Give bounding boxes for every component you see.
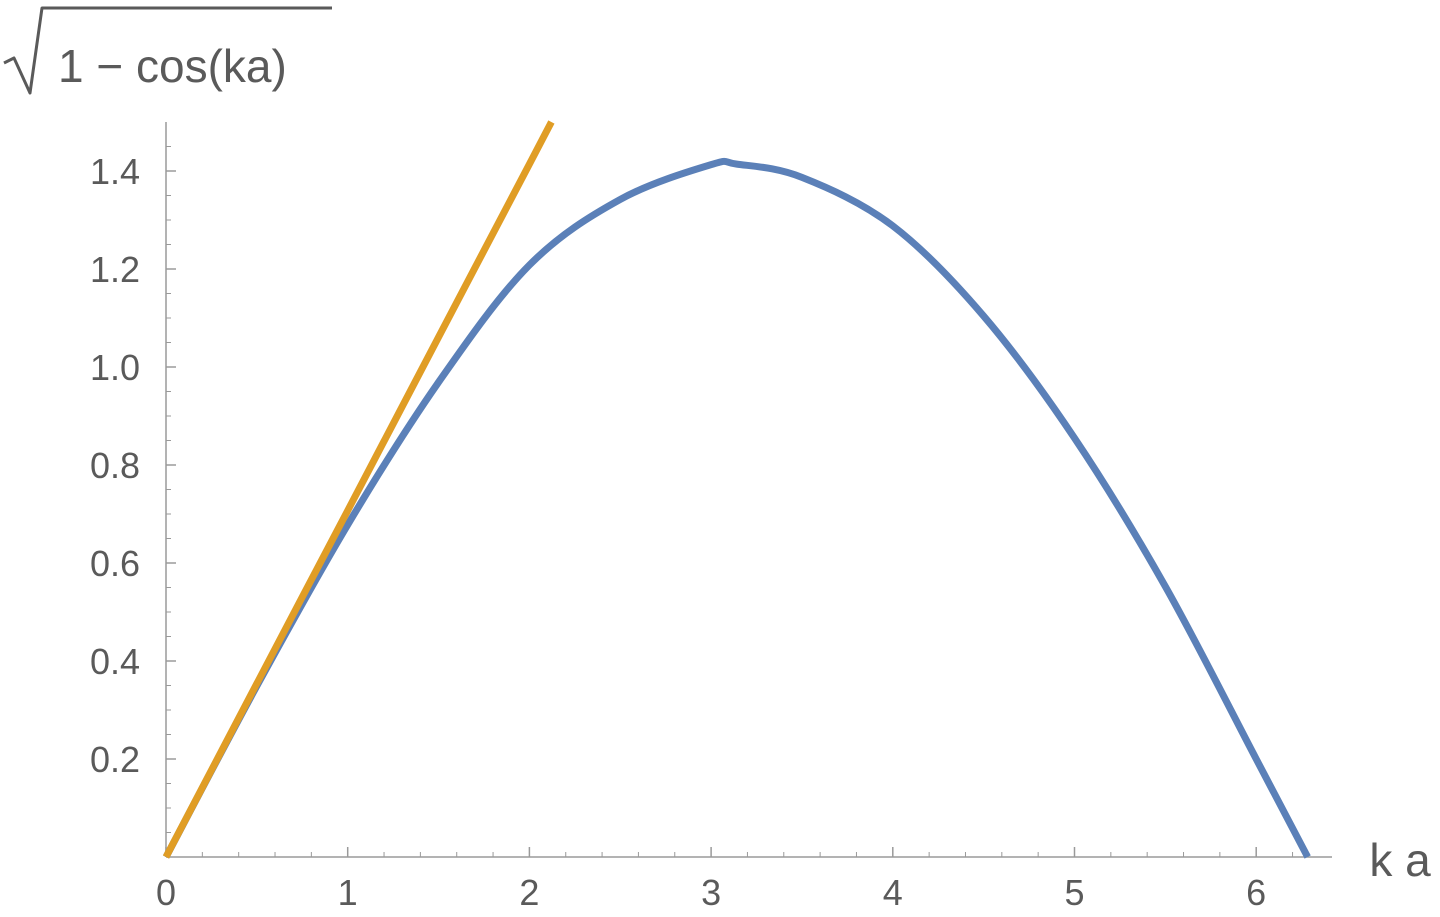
x-tick-label: 2 xyxy=(519,872,539,913)
x-axis-label: k a xyxy=(1369,834,1431,886)
y-tick-label: 1.4 xyxy=(90,151,140,192)
y-axis-label-radicand: 1 − cos(ka) xyxy=(58,40,287,92)
y-tick-label: 1.0 xyxy=(90,347,140,388)
labels: k a 1 − cos(ka) xyxy=(3,6,1431,886)
y-tick-label: 0.6 xyxy=(90,543,140,584)
x-tick-label: 6 xyxy=(1246,872,1266,913)
y-tick-label: 1.2 xyxy=(90,249,140,290)
y-axis-label: 1 − cos(ka) xyxy=(3,6,332,95)
y-tick-label: 0.2 xyxy=(90,739,140,780)
x-tick-label: 1 xyxy=(338,872,358,913)
x-tick-label: 5 xyxy=(1064,872,1084,913)
x-tick-label: 4 xyxy=(883,872,903,913)
x-tick-label: 0 xyxy=(156,872,176,913)
y-tick-label: 0.4 xyxy=(90,641,140,682)
x-tick-label: 3 xyxy=(701,872,721,913)
radical-sign-icon xyxy=(3,6,332,95)
series-layer xyxy=(162,120,1311,859)
ticks: 0 1 2 3 4 5 6 0.2 0.4 0.6 0.8 1.0 1.2 1.4 xyxy=(90,146,1294,913)
series-line-1 xyxy=(162,120,555,859)
axes xyxy=(165,122,1332,858)
series-line-0 xyxy=(162,157,1311,859)
y-tick-label: 0.8 xyxy=(90,445,140,486)
